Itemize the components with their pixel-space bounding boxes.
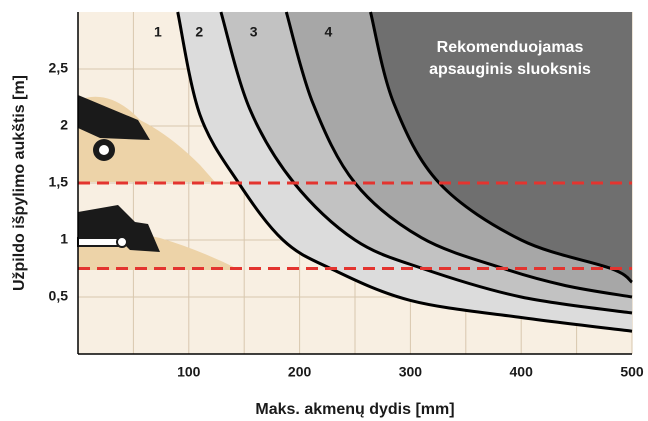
x-tick-label: 400 [510,364,534,380]
y-tick-label: 1,5 [49,174,69,190]
y-tick-label: 0,5 [49,288,69,304]
zone-label: 3 [250,24,258,40]
equipment-icons [77,95,240,270]
x-tick-label: 200 [288,364,312,380]
zone-boundary [219,11,633,315]
annotation: Rekomenduojamas apsauginis sluoksnis [429,39,591,78]
zone-area [370,12,632,283]
zone-boundary [176,11,633,333]
x-axis-title: Maks. akmenų dydis [mm] [255,401,454,418]
x-tick-label: 500 [620,364,644,380]
zone-label: 2 [195,24,203,40]
y-axis-title: Užpildo išpylimo aukštis [m] [11,75,28,291]
y-tick-label: 1 [60,231,68,247]
y-tick-label: 2,5 [49,60,69,76]
zone-boundary [284,11,633,299]
zone-label: 1 [154,24,162,40]
y-tick-label: 2 [60,117,68,133]
x-tick-label: 300 [399,364,423,380]
zone-label: 4 [325,24,333,40]
x-tick-label: 100 [177,364,201,380]
